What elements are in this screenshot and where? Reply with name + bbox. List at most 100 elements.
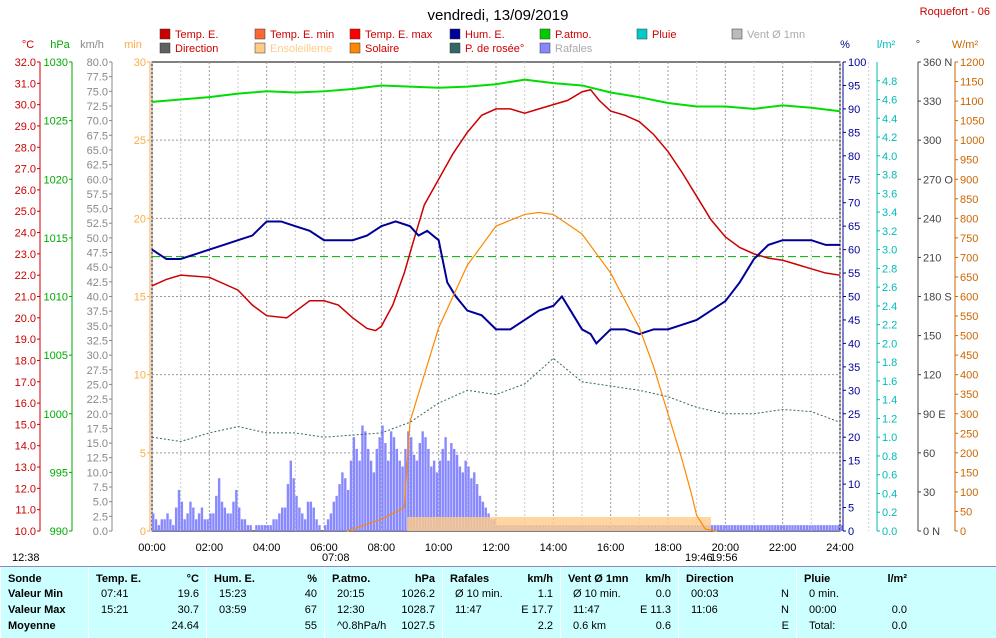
- rafales-unit: km/h: [527, 573, 553, 585]
- legend-swatch: [539, 28, 551, 40]
- hum-unit: %: [307, 573, 317, 585]
- lm2-tick-label: 4.4: [882, 113, 897, 125]
- temp-tick-label: 25.0: [15, 206, 36, 218]
- direction-row-value: E: [781, 620, 789, 632]
- pct-tick-label: 45: [848, 315, 860, 327]
- rafales-row-value: E 17.7: [521, 604, 553, 616]
- lm2-tick-label: 2.8: [882, 263, 897, 275]
- gust-bar: [229, 513, 232, 531]
- legend-label: Temp. E. min: [270, 29, 334, 41]
- deg-tick-label: 30: [923, 487, 935, 499]
- gust-bar: [369, 460, 373, 531]
- col-patmo: P.atmo. hPa 20:15 1026.2 12:30 1028.7 ^0.8hPa/…: [324, 567, 443, 638]
- wm2-tick-label: 750: [960, 233, 978, 245]
- gust-bar: [797, 525, 800, 531]
- gust-bar: [461, 472, 464, 531]
- gust-bar: [235, 489, 238, 531]
- legend-swatch: [731, 28, 743, 40]
- gust-bar: [407, 431, 410, 531]
- legend-swatch: [449, 28, 461, 40]
- legend-label: Rafales: [555, 43, 593, 55]
- patmo-row-value: 1027.5: [401, 620, 435, 632]
- gust-bar: [338, 484, 341, 531]
- lm2-tick-label: 1.4: [882, 395, 897, 407]
- vent-unit: km/h: [645, 573, 671, 585]
- gust-bar: [389, 431, 393, 531]
- legend-swatch: [636, 28, 648, 40]
- hpa-tick-label: 1010: [44, 292, 68, 304]
- legend-swatch: [349, 28, 361, 40]
- pct-tick-label: 35: [848, 362, 860, 374]
- gust-bar: [398, 460, 401, 531]
- gust-bar: [840, 525, 843, 531]
- pct-tick-label: 5: [848, 503, 854, 515]
- wm2-tick-label: 1000: [960, 135, 984, 147]
- gust-bar: [424, 437, 427, 531]
- wm2-tick-label: 400: [960, 370, 978, 382]
- kmh-tick-label: 55.0: [87, 204, 108, 216]
- gust-bar: [481, 501, 485, 531]
- deg-tick-label: 0 N: [923, 526, 940, 538]
- row-min-label: Valeur Min: [8, 588, 64, 600]
- patmo-row-value: 1028.7: [401, 604, 435, 616]
- gust-bar: [722, 525, 725, 531]
- temp-tick-label: 31.0: [15, 78, 36, 90]
- gust-bar: [745, 525, 748, 531]
- gust-bar: [160, 519, 163, 531]
- vent-row-value: 0.6: [655, 620, 671, 632]
- gust-bar: [220, 501, 224, 531]
- lm2-tick-label: 2.2: [882, 320, 897, 332]
- gust-bar: [223, 507, 227, 531]
- hpa-tick-label: 1005: [44, 350, 68, 362]
- kmh-tick-label: 15.0: [87, 438, 108, 450]
- gust-bar: [364, 431, 367, 531]
- gust-bar: [163, 519, 166, 531]
- hum-row-value: 55: [304, 620, 317, 632]
- kmh-tick-label: 37.5: [87, 306, 108, 318]
- gust-bar: [301, 513, 304, 531]
- gust-bar: [349, 460, 353, 531]
- deg-tick-label: 90 E: [923, 409, 946, 421]
- wm2-tick-label: 200: [960, 448, 978, 460]
- gust-bar: [286, 484, 290, 531]
- min-tick-label: 15: [134, 292, 146, 304]
- legend-swatch: [539, 42, 551, 54]
- gust-bar: [378, 437, 381, 531]
- x-tick-label: 20:00: [712, 542, 740, 554]
- gust-bar: [303, 519, 307, 531]
- lm2-tick-label: 4.0: [882, 151, 897, 163]
- temp-tick-label: 18.0: [15, 355, 36, 367]
- gust-bar: [478, 495, 482, 531]
- pct-tick-label: 10: [848, 479, 860, 491]
- gust-bar: [346, 489, 350, 531]
- gust-bar: [774, 525, 777, 531]
- pct-tick-label: 0: [848, 526, 854, 538]
- kmh-tick-label: 65.0: [87, 145, 108, 157]
- gust-bar: [381, 425, 384, 531]
- x-tick-label: 14:00: [540, 542, 568, 554]
- gust-bar: [315, 519, 318, 531]
- gust-bar: [189, 501, 192, 531]
- pluie-row-time: 0 min.: [809, 588, 839, 600]
- patmo-row-time: ^0.8hPa/h: [337, 620, 387, 632]
- legend-label: P.atmo.: [555, 29, 592, 41]
- gust-bar: [791, 525, 794, 531]
- patmo-unit: hPa: [414, 573, 435, 585]
- gust-bar: [825, 525, 829, 531]
- legend-label: Ensoleilleme: [270, 43, 332, 55]
- lm2-tick-label: 0.0: [882, 526, 897, 538]
- gust-bar: [473, 472, 476, 531]
- gust-bar: [352, 437, 356, 531]
- legend-label: Solaire: [365, 43, 399, 55]
- gust-bar: [200, 507, 204, 531]
- gust-bar: [309, 501, 313, 531]
- kmh-tick-label: 47.5: [87, 248, 108, 260]
- hpa-tick-label: 1015: [44, 233, 68, 245]
- gust-bar: [324, 525, 327, 531]
- lm2-tick-label: 0.4: [882, 488, 897, 500]
- lm2-tick-label: 3.0: [882, 245, 897, 257]
- gust-bar: [258, 525, 261, 531]
- lm2-tick-label: 2.6: [882, 282, 897, 294]
- wm2-tick-label: 850: [960, 194, 978, 206]
- kmh-tick-label: 52.5: [87, 218, 108, 230]
